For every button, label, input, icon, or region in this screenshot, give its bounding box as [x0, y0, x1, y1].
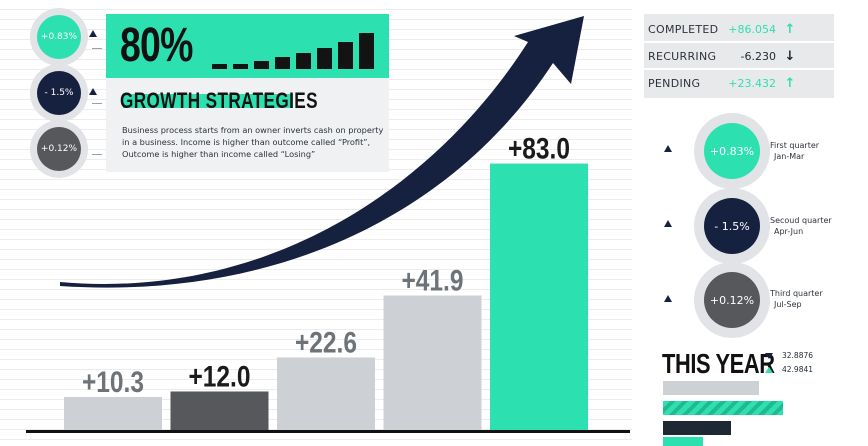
this-year-title: THIS YEAR	[662, 348, 775, 379]
card-header: 80%	[106, 14, 389, 78]
bar-3	[277, 357, 375, 430]
bar-label-5: +83.0	[508, 133, 570, 166]
status-row-pending: PENDING +23.432 ↑	[648, 72, 830, 94]
headline-percent: 80%	[120, 19, 193, 72]
bar-label-3: +22.6	[295, 326, 357, 359]
bar-label-4: +41.9	[402, 265, 464, 298]
triangle-up-icon	[664, 145, 672, 152]
kpi-value-1: +0.83%	[37, 15, 81, 59]
quarter-period: Jan-Mar	[774, 152, 805, 161]
bar-1	[64, 396, 162, 430]
status-label: COMPLETED	[648, 22, 719, 36]
this-year-bar-gray	[663, 381, 759, 395]
mini-bar	[275, 57, 290, 69]
this-year-value-1: 32.8876	[782, 351, 814, 360]
this-year-bar-green	[663, 437, 703, 446]
kpi-value-2: - 1.5%	[37, 71, 81, 115]
quarter-circle-2: - 1.5%	[694, 188, 770, 264]
bar-label-1: +10.3	[82, 366, 144, 399]
dash-divider	[92, 103, 102, 104]
mini-bar	[296, 53, 311, 69]
kpi-circle-1: +0.83%	[30, 8, 88, 66]
growth-bar-chart: +10.3 +12.0 +22.6 +41.9 +83.0	[60, 16, 588, 430]
row-divider	[644, 68, 834, 70]
mini-bar	[212, 64, 227, 69]
quarter-circle-1: +0.83%	[694, 113, 770, 189]
status-value: -6.230	[740, 49, 776, 63]
mini-bar	[317, 48, 332, 69]
card-title: GROWTH STRATEGIES	[120, 88, 318, 113]
quarter-name: Secoud quarter	[770, 216, 832, 225]
title-highlight	[123, 94, 293, 108]
triangle-up-icon	[89, 30, 97, 37]
status-label: RECURRING	[648, 49, 717, 63]
status-panel: COMPLETED +86.054 ↑ RECURRING -6.230 ↓ P…	[644, 14, 834, 98]
arrow-up-icon: ↑	[784, 21, 796, 37]
triangle-up-icon	[765, 367, 773, 373]
triangle-up-icon	[664, 220, 672, 227]
arrow-down-icon: ↓	[784, 48, 796, 64]
quarter-label-3: Third quarter Jul-Sep	[770, 288, 860, 310]
status-label: PENDING	[648, 76, 701, 90]
dash-divider	[92, 48, 102, 49]
triangle-down-icon	[765, 353, 773, 359]
kpi-circle-2: - 1.5%	[30, 64, 88, 122]
quarter-name: Third quarter	[770, 289, 823, 298]
quarter-label-1: First quarter Jan-Mar	[770, 140, 860, 162]
quarter-value: +0.83%	[704, 123, 760, 179]
mini-bar	[359, 33, 374, 69]
this-year-value-2: 42.9841	[782, 365, 814, 374]
dash-divider	[92, 154, 102, 155]
status-value: +23.432	[728, 76, 776, 90]
triangle-up-icon	[89, 88, 97, 95]
this-year-bar-striped	[663, 401, 783, 415]
quarter-name: First quarter	[770, 141, 820, 150]
quarter-period: Apr-Jun	[774, 227, 804, 236]
quarter-period: Jul-Sep	[774, 300, 802, 309]
status-row-recurring: RECURRING -6.230 ↓	[648, 45, 830, 67]
quarter-circle-3: +0.12%	[694, 262, 770, 338]
status-value: +86.054	[728, 22, 776, 36]
card-description: Business process starts from an owner in…	[122, 125, 384, 159]
this-year-bar-dark	[663, 421, 731, 435]
quarter-value: - 1.5%	[704, 198, 760, 254]
arrow-up-icon: ↑	[784, 75, 796, 91]
bar-2	[170, 391, 269, 430]
kpi-value-3: +0.12%	[37, 127, 81, 171]
bar-5	[490, 163, 588, 430]
status-row-completed: COMPLETED +86.054 ↑	[648, 18, 830, 40]
mini-bar	[338, 42, 353, 69]
bar-4	[383, 295, 482, 430]
row-divider	[644, 41, 834, 43]
mini-bar	[233, 64, 248, 69]
bar-label-2: +12.0	[189, 360, 251, 393]
quarter-value: +0.12%	[704, 272, 760, 328]
quarter-label-2: Secoud quarter Apr-Jun	[770, 215, 860, 237]
chart-baseline	[26, 430, 630, 433]
mini-bar	[254, 61, 269, 69]
triangle-up-icon	[664, 295, 672, 302]
growth-card: 80% GROWTH STRATEGIES Business process s…	[106, 14, 389, 172]
kpi-circle-3: +0.12%	[30, 120, 88, 178]
trend-arrow	[60, 16, 584, 288]
